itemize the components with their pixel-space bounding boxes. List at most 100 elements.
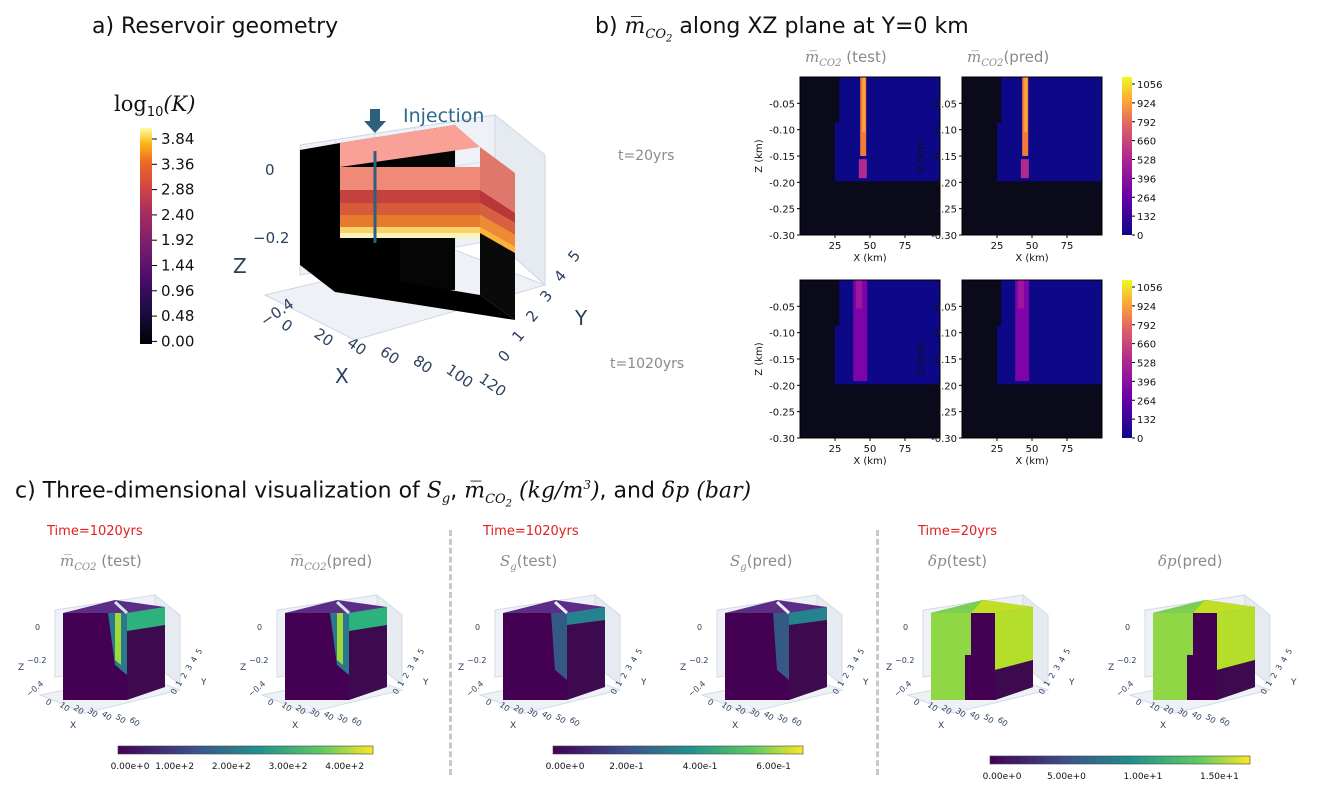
- colorbar-tick-label: 660: [1137, 340, 1156, 351]
- x-tick-label: 25: [991, 241, 1004, 252]
- colorbar-tick-label: 3.84: [161, 130, 194, 148]
- y-tick: 5: [1284, 647, 1294, 656]
- x-axis-label: X: [292, 721, 298, 731]
- time-label: Time=1020yrs: [483, 524, 579, 539]
- colorbar-tick-label: 1.00e+1: [1124, 772, 1163, 782]
- colorbar-tick-label: 792: [1137, 321, 1156, 332]
- plot-title: δp(test): [928, 552, 988, 570]
- colorbar-tick-label: 2.00e-1: [609, 762, 644, 772]
- y-tick-label: -0.15: [769, 152, 795, 163]
- y-tick-label: -0.05: [931, 99, 957, 110]
- colorbar-tick-label: 2.40: [161, 206, 194, 224]
- y-tick: 2: [179, 671, 189, 680]
- plot-title: Sg(pred): [730, 552, 793, 573]
- colorbar-tick-label: 4.00e+2: [325, 762, 364, 772]
- x-axis-label: X: [335, 364, 349, 388]
- y-axis-label: Y: [1290, 678, 1297, 688]
- y-axis-label: Z (km): [916, 139, 927, 172]
- y-tick-label: -0.30: [769, 434, 795, 445]
- x-tick: 60: [568, 715, 582, 728]
- panel-b-colorbar: 1056 924 792 660 528 396 264 132 0: [1122, 77, 1162, 240]
- col-title-0: m̅CO2 (test): [805, 48, 887, 69]
- y-tick: 2: [1269, 671, 1279, 680]
- colorbar-tick-label: 6.00e-1: [756, 762, 791, 772]
- x-axis-label: X: [938, 721, 944, 731]
- y-tick: 0: [609, 687, 619, 696]
- x-tick-label: 75: [899, 444, 912, 455]
- y-axis-label: Y: [574, 306, 588, 330]
- colorbar-tick-label: 0.00e+0: [983, 772, 1022, 782]
- z-tick: 0: [257, 623, 262, 632]
- x-tick-label: 75: [1061, 444, 1074, 455]
- y-axis-label: Y: [422, 678, 429, 688]
- colorbar-tick-label: 1056: [1137, 80, 1162, 91]
- z-tick: 0: [1125, 623, 1130, 632]
- x-tick: 50: [982, 712, 996, 725]
- z-axis-label: Z: [240, 663, 246, 673]
- colorbar-tick-label: 1.50e+1: [1200, 772, 1239, 782]
- y-tick: 3: [624, 663, 634, 672]
- time-label: Time=1020yrs: [47, 524, 143, 539]
- z-tick: 0: [475, 623, 480, 632]
- panel-c-colorbar: 0.00e+0 5.00e+0 1.00e+1 1.50e+1: [983, 755, 1251, 782]
- row-label-t1020: t=1020yrs: [610, 356, 685, 372]
- y-tick: 5: [856, 647, 866, 656]
- colorbar-tick-label: 792: [1137, 118, 1156, 129]
- y-tick-label: -0.10: [931, 126, 957, 137]
- y-tick-label: -0.05: [769, 99, 795, 110]
- x-tick: 60: [128, 715, 142, 728]
- x-tick-label: 25: [991, 444, 1004, 455]
- y-tick: 2: [522, 307, 542, 326]
- panel-c-title: c) Three-dimensional visualization of Sg…: [15, 478, 752, 510]
- y-tick: 3: [846, 663, 856, 672]
- y-tick: 1: [836, 679, 846, 688]
- y-tick: 5: [416, 647, 426, 656]
- y-axis-label: Y: [1068, 678, 1075, 688]
- colorbar-tick-label: 1056: [1137, 283, 1162, 294]
- colorbar-tick-label: 660: [1137, 137, 1156, 148]
- y-tick-label: -0.20: [931, 381, 957, 392]
- z-axis-label: Z: [680, 663, 686, 673]
- separator: [876, 530, 879, 775]
- z-axis-label: Z: [1108, 663, 1114, 673]
- z-tick: −0.2: [249, 656, 268, 665]
- separator: [449, 530, 452, 775]
- y-tick-label: -0.20: [931, 178, 957, 189]
- y-tick: 4: [1279, 655, 1289, 664]
- y-axis-label: Z (km): [916, 342, 927, 375]
- colorbar-tick-label: 0.00e+0: [546, 762, 585, 772]
- y-tick-label: -0.15: [769, 355, 795, 366]
- x-axis-label: X (km): [1015, 253, 1048, 264]
- panel-b-colorbar: 1056 924 792 660 528 396 264 132 0: [1122, 280, 1162, 443]
- colorbar-tick-label: 396: [1137, 377, 1156, 388]
- colorbar-tick-label: 5.00e+0: [1047, 772, 1086, 782]
- y-tick-label: -0.10: [769, 329, 795, 340]
- x-tick: 60: [996, 715, 1010, 728]
- x-axis-label: X: [510, 721, 516, 731]
- x-tick: 0: [706, 697, 715, 707]
- z-tick: 0: [697, 623, 702, 632]
- colorbar-tick-label: 0.00e+0: [111, 762, 150, 772]
- y-tick-label: -0.10: [769, 126, 795, 137]
- x-tick: 50: [776, 712, 790, 725]
- y-axis-label: Z (km): [754, 342, 765, 375]
- z-tick: 0: [35, 623, 40, 632]
- y-tick: 1: [1042, 679, 1052, 688]
- y-tick: 0: [831, 687, 841, 696]
- y-tick: 3: [406, 663, 416, 672]
- colorbar-tick-label: 528: [1137, 156, 1156, 167]
- x-tick: 50: [1204, 712, 1218, 725]
- z-tick: −0.2: [1117, 656, 1136, 665]
- y-tick: 3: [184, 663, 194, 672]
- colorbar-tick-label: 2.88: [161, 181, 194, 199]
- x-tick: 40: [762, 709, 776, 722]
- x-tick-label: 50: [1026, 241, 1039, 252]
- y-tick-label: -0.25: [769, 205, 795, 216]
- y-tick: 3: [1052, 663, 1062, 672]
- y-tick: 0: [1037, 687, 1047, 696]
- y-tick: 1: [396, 679, 406, 688]
